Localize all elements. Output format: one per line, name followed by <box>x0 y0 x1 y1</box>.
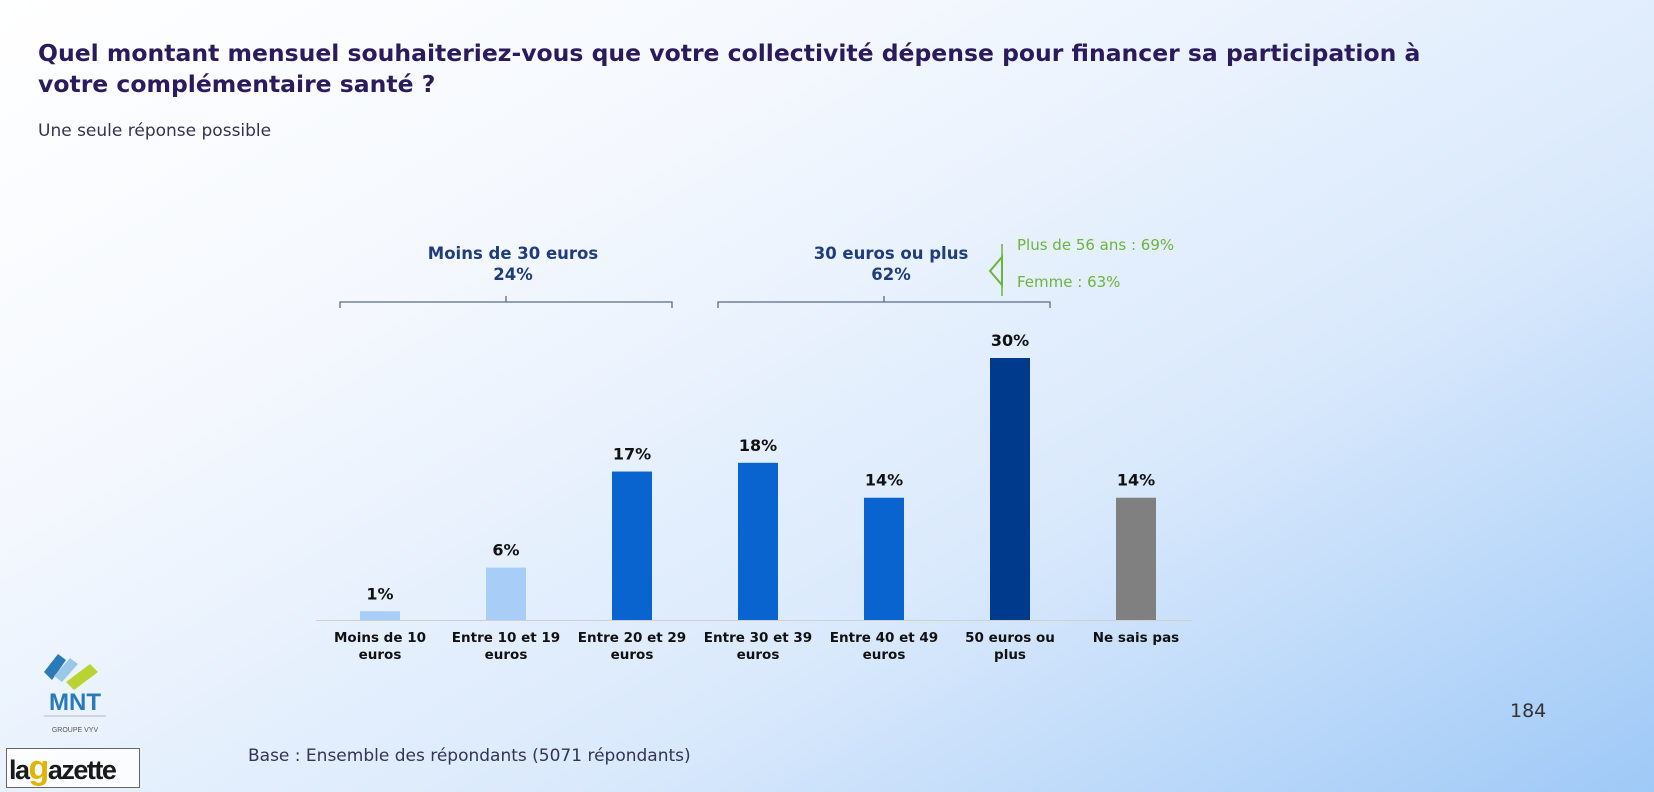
bar-3 <box>738 462 778 620</box>
category-label-3-1: euros <box>737 647 780 663</box>
value-label-1: 6% <box>492 541 519 560</box>
chart-title: Quel montant mensuel souhaiteriez-vous q… <box>38 39 1421 98</box>
gazette-logo-prefix: la <box>9 755 30 785</box>
category-label-4-1: euros <box>863 647 906 663</box>
group-value-0: 24% <box>493 265 533 284</box>
category-label-6-0: Ne sais pas <box>1093 630 1179 646</box>
bar-2 <box>612 471 652 620</box>
category-label-1-1: euros <box>485 647 528 663</box>
category-label-2-0: Entre 20 et 29 <box>578 630 686 646</box>
category-label-5-1: plus <box>994 647 1026 663</box>
value-label-3: 18% <box>739 436 777 455</box>
value-label-4: 14% <box>865 471 903 490</box>
mnt-logo-subtext: GROUPE VYV <box>52 727 99 734</box>
bar-6 <box>1116 497 1156 620</box>
lagazette-logo: lagazette <box>6 748 140 788</box>
callout-text-0: Plus de 56 ans : 69% <box>1017 236 1174 254</box>
group-bracket-1 <box>717 296 1051 308</box>
callout-triangle-icon <box>988 254 1003 288</box>
mnt-logo: MNT GROUPE VYV <box>44 654 106 734</box>
page-number: 184 <box>1510 700 1547 722</box>
group-bracket-0 <box>339 296 673 308</box>
value-label-2: 17% <box>613 445 651 464</box>
base-note: Base : Ensemble des répondants (5071 rép… <box>248 746 691 766</box>
mnt-logo-text: MNT <box>49 689 101 716</box>
chart-subtitle: Une seule réponse possible <box>38 121 272 141</box>
gazette-logo-suffix: azette <box>47 755 117 785</box>
category-label-5-0: 50 euros ou <box>965 630 1055 646</box>
category-label-4-0: Entre 40 et 49 <box>830 630 938 646</box>
group-label-1: 30 euros ou plus <box>814 244 969 263</box>
category-label-0-1: euros <box>359 647 402 663</box>
value-label-0: 1% <box>366 584 393 603</box>
bar-4 <box>864 497 904 620</box>
group-value-1: 62% <box>871 265 911 284</box>
value-label-6: 14% <box>1117 471 1155 490</box>
category-label-0-0: Moins de 10 <box>334 630 426 646</box>
callout-text-1: Femme : 63% <box>1017 273 1120 291</box>
category-label-2-1: euros <box>611 647 654 663</box>
bar-1 <box>486 567 526 620</box>
group-label-0: Moins de 30 euros <box>428 244 599 263</box>
bar-0 <box>360 611 400 620</box>
category-label-3-0: Entre 30 et 39 <box>704 630 812 646</box>
gazette-logo-g: g <box>28 749 50 787</box>
bar-5 <box>990 358 1030 620</box>
category-label-1-0: Entre 10 et 19 <box>452 630 560 646</box>
value-label-5: 30% <box>991 331 1029 350</box>
